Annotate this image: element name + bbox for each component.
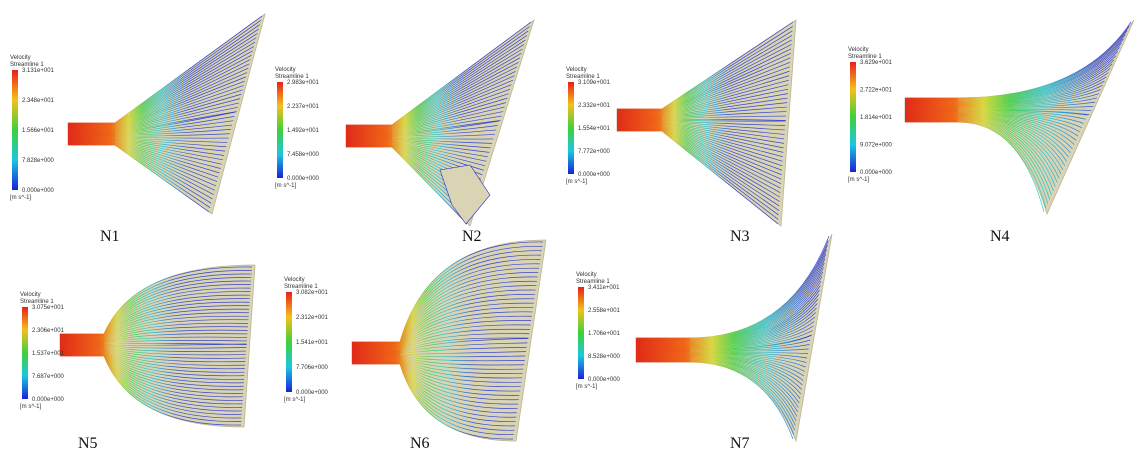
legend-title: Velocity <box>576 272 597 278</box>
legend-title: Velocity <box>275 67 296 73</box>
legend-tick: 9.072e+000 <box>860 143 893 149</box>
legend-unit: [m s^-1] <box>848 177 869 183</box>
color-bar <box>578 287 584 379</box>
legend-tick: 3.109e+001 <box>578 80 611 86</box>
legend: VelocityStreamline 13.131e+0012.348e+001… <box>10 55 55 201</box>
legend-tick: 3.411e+001 <box>588 285 620 291</box>
panel-label: N5 <box>78 435 98 452</box>
legend-tick: 1.554e+001 <box>578 126 611 132</box>
nozzle-panel: VelocityStreamline 13.131e+0012.348e+001… <box>10 14 265 245</box>
nozzle-panel: VelocityStreamline 13.075e+0012.306e+001… <box>20 265 255 452</box>
legend-tick: 1.541e+001 <box>296 340 329 346</box>
legend-title: Velocity <box>848 47 869 53</box>
panel-label: N1 <box>100 228 120 245</box>
legend-tick: 0.000e+000 <box>287 176 320 182</box>
legend-tick: 0.000e+000 <box>22 188 55 194</box>
legend-tick: 7.828e+000 <box>22 158 55 164</box>
legend-tick: 0.000e+000 <box>860 170 893 176</box>
legend-tick: 7.687e+000 <box>32 374 65 380</box>
legend-unit: [m s^-1] <box>275 183 296 189</box>
legend-tick: 2.722e+001 <box>860 88 893 94</box>
legend-tick: 3.131e+001 <box>22 68 55 74</box>
legend-tick: 2.306e+001 <box>32 328 65 334</box>
legend-tick: 3.075e+001 <box>32 305 65 311</box>
legend-unit: [m s^-1] <box>566 179 587 185</box>
color-bar <box>277 82 283 178</box>
legend-tick: 2.332e+001 <box>578 103 611 109</box>
legend-tick: 8.528e+000 <box>588 354 621 360</box>
legend-tick: 2.558e+001 <box>588 308 621 314</box>
panel-label: N4 <box>990 228 1010 245</box>
legend-tick: 1.706e+001 <box>588 331 621 337</box>
legend-tick: 0.000e+000 <box>296 390 329 396</box>
color-bar <box>286 292 292 392</box>
panel-label: N6 <box>410 435 430 452</box>
legend-unit: [m s^-1] <box>20 404 41 410</box>
legend-title: Velocity <box>566 67 587 73</box>
legend-tick: 3.082e+001 <box>296 290 329 296</box>
figure: VelocityStreamline 13.131e+0012.348e+001… <box>0 0 1137 459</box>
legend-tick: 2.983e+001 <box>287 80 320 86</box>
legend-tick: 7.772e+000 <box>578 149 611 155</box>
legend-tick: 0.000e+000 <box>32 397 65 403</box>
panel-label: N7 <box>730 435 750 452</box>
legend-tick: 7.458e+000 <box>287 152 320 158</box>
legend-unit: [m s^-1] <box>576 384 597 390</box>
legend: VelocityStreamline 13.411e+0012.558e+001… <box>576 272 621 390</box>
nozzle-panel: VelocityStreamline 13.411e+0012.558e+001… <box>576 234 832 452</box>
panel-label: N3 <box>730 228 750 245</box>
legend: VelocityStreamline 13.109e+0012.332e+001… <box>566 67 611 185</box>
legend: VelocityStreamline 13.075e+0012.306e+001… <box>20 292 65 410</box>
legend-tick: 0.000e+000 <box>578 172 611 178</box>
page: {"panels": [ {"label": "N1", "legend": {… <box>0 0 1137 459</box>
legend-tick: 1.566e+001 <box>22 128 55 134</box>
color-bar <box>12 70 18 190</box>
legend-tick: 1.814e+001 <box>860 115 893 121</box>
panel-label: N2 <box>462 228 482 245</box>
nozzle-panel: VelocityStreamline 13.629e+0012.722e+001… <box>848 20 1134 245</box>
legend-unit: [m s^-1] <box>284 397 305 403</box>
nozzle-panel: VelocityStreamline 13.082e+0012.312e+001… <box>284 240 546 452</box>
legend-unit: [m s^-1] <box>10 195 31 201</box>
legend-tick: 7.706e+000 <box>296 365 329 371</box>
color-bar <box>22 307 28 399</box>
legend-tick: 1.492e+001 <box>287 128 320 134</box>
legend-title: Velocity <box>20 292 41 298</box>
legend-title: Velocity <box>284 277 305 283</box>
legend-tick: 2.237e+001 <box>287 104 320 110</box>
legend: VelocityStreamline 13.082e+0012.312e+001… <box>284 277 329 403</box>
legend-tick: 0.000e+000 <box>588 377 621 383</box>
nozzle-body <box>346 20 534 226</box>
legend-tick: 3.629e+001 <box>860 60 893 66</box>
legend-title: Velocity <box>10 55 31 61</box>
legend-tick: 2.312e+001 <box>296 315 329 321</box>
legend-tick: 1.537e+001 <box>32 351 65 357</box>
color-bar <box>850 62 856 172</box>
legend-tick: 2.348e+001 <box>22 98 55 104</box>
nozzle-panel: VelocityStreamline 13.109e+0012.332e+001… <box>566 20 796 245</box>
color-bar <box>568 82 574 174</box>
